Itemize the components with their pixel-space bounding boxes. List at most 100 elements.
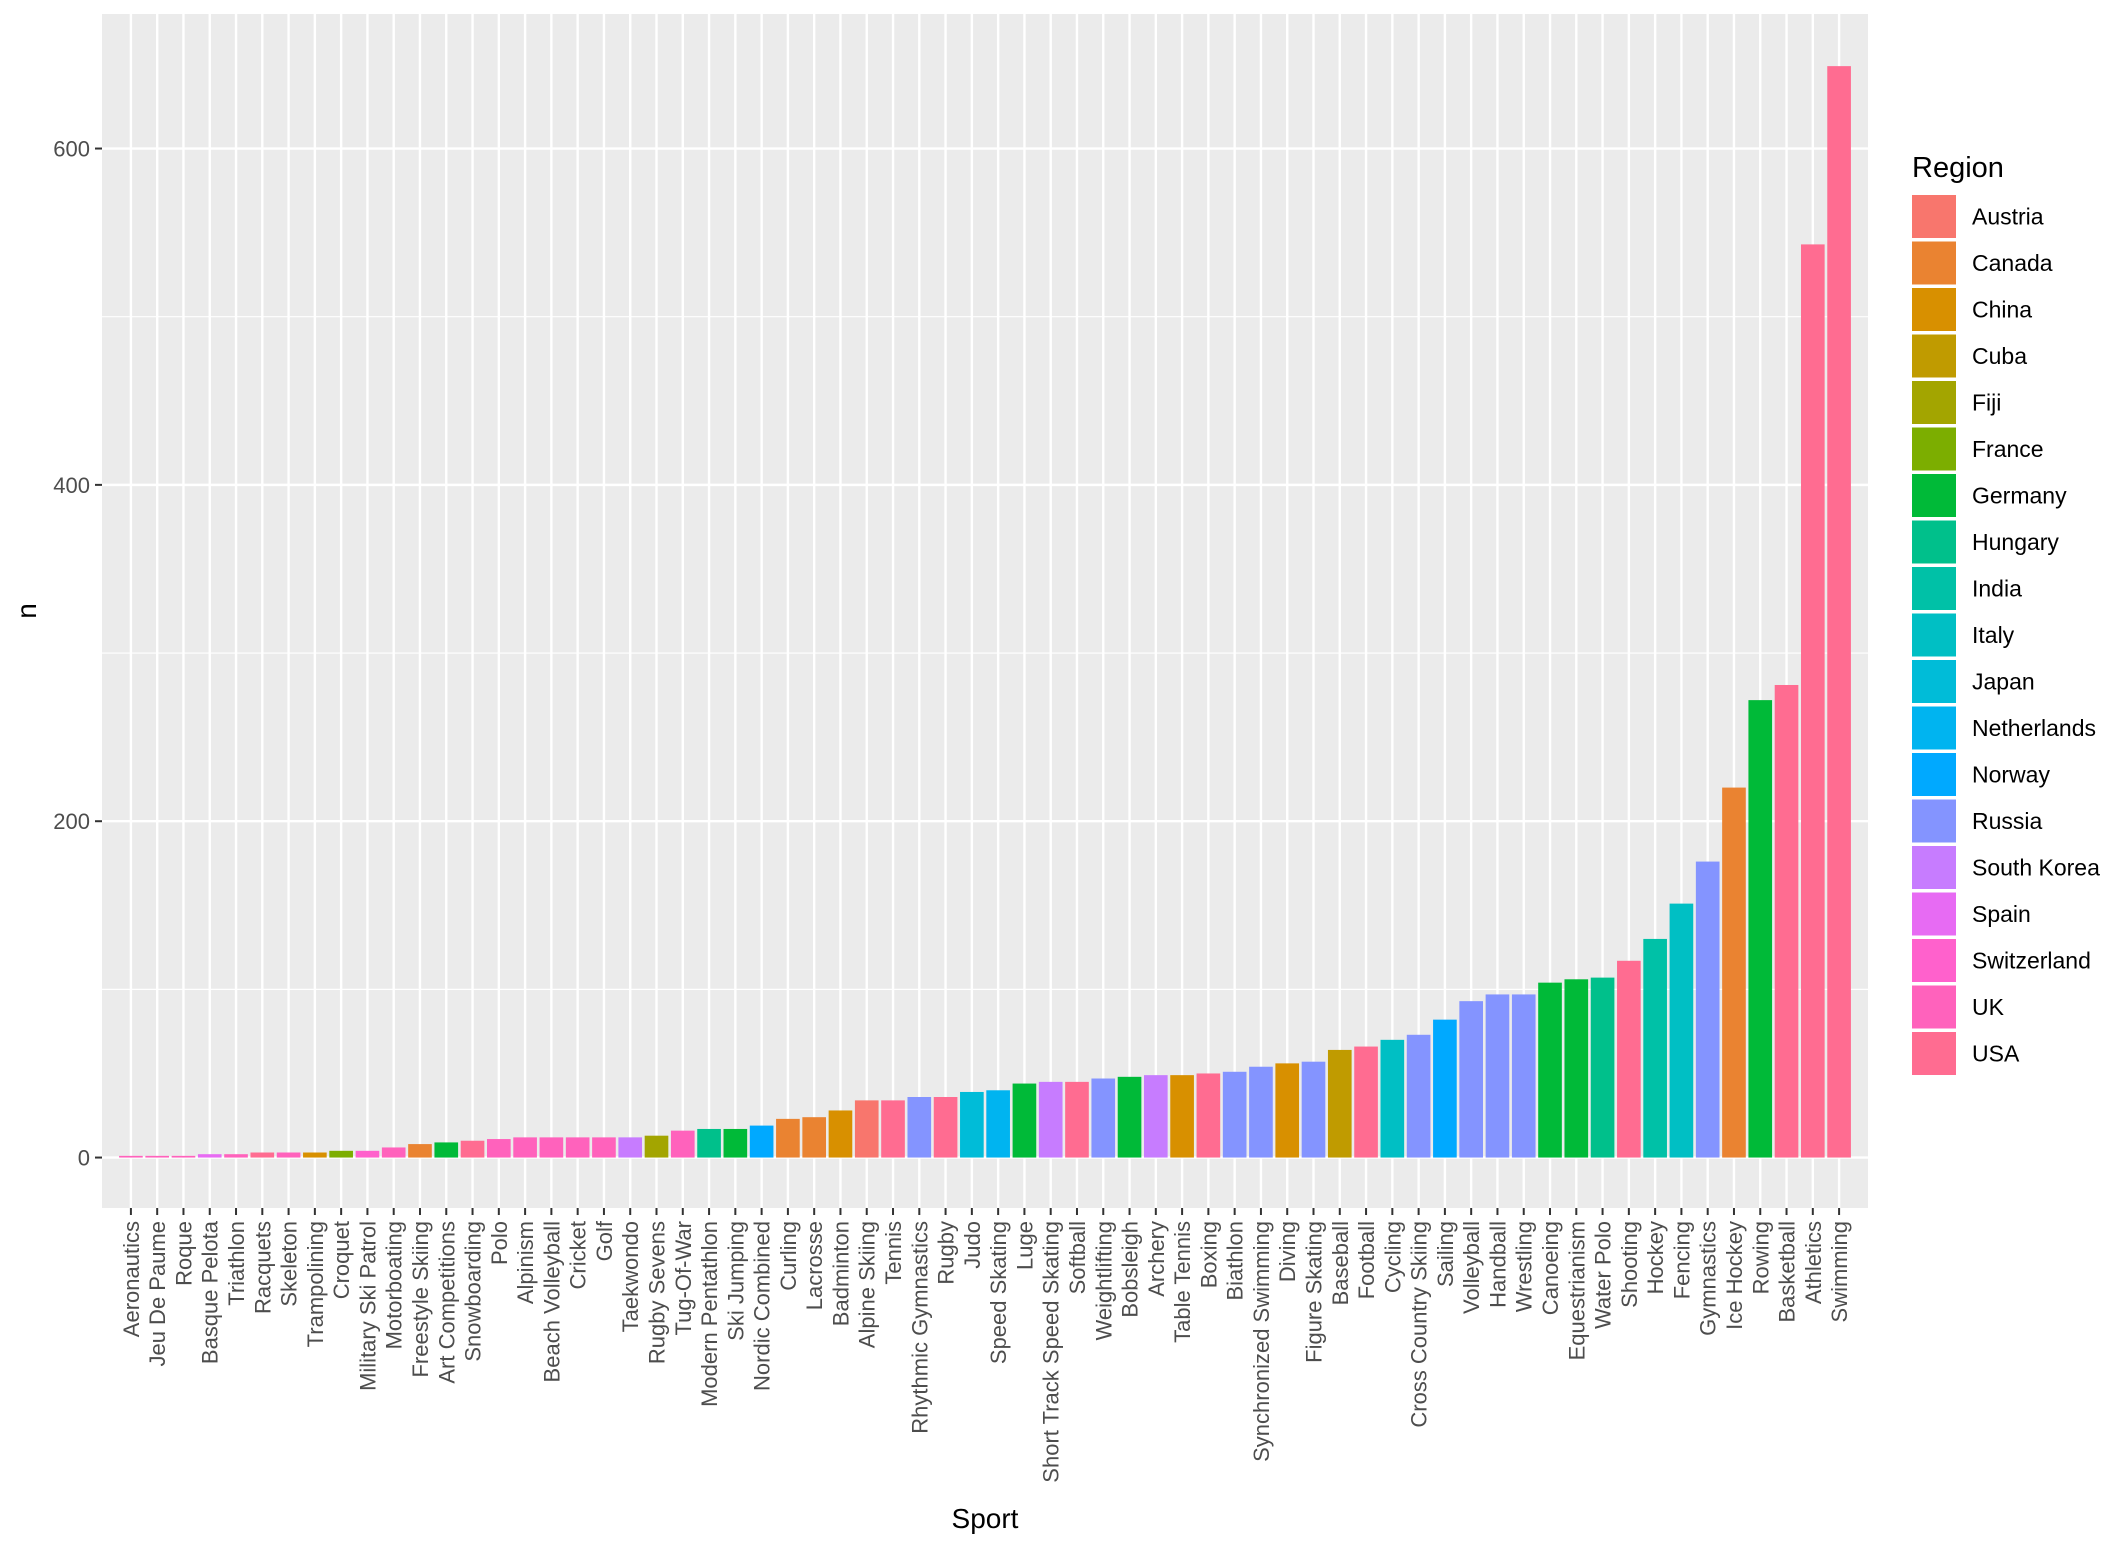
bar [592,1137,616,1158]
x-tick-label: Golf [592,1220,617,1261]
x-tick-label: Taekwondo [618,1221,643,1332]
x-tick-label: Handball [1485,1221,1510,1308]
legend-label: Netherlands [1972,715,2096,741]
x-tick-label: Canoeing [1538,1221,1563,1315]
x-tick-label: Polo [487,1221,512,1265]
bar [565,1137,590,1158]
legend-label: India [1972,576,2022,602]
x-tick-label: Jeu De Paume [145,1221,170,1367]
bar [854,1100,879,1158]
x-tick-label: Art Competitions [434,1221,459,1384]
bar [644,1135,669,1158]
x-tick-label: Military Ski Patrol [355,1221,380,1391]
bar [303,1152,327,1158]
legend-label: Russia [1972,808,2043,834]
x-tick-label: Ski Jumping [723,1221,748,1341]
x-tick-label: Tug-Of-War [671,1221,696,1335]
x-tick-label: Badminton [828,1221,853,1326]
x-tick-label: Roque [171,1221,196,1286]
x-tick-label: Motorboating [382,1221,407,1349]
bar [723,1128,748,1158]
bar [1617,960,1641,1158]
bar [119,1155,143,1158]
bar [1406,1034,1431,1158]
x-tick-label: Judo [960,1221,985,1269]
bar [960,1091,984,1158]
bar [1327,1049,1352,1158]
legend-label: Italy [1972,622,2015,648]
x-tick-label: Diving [1275,1221,1300,1282]
x-tick-label: Baseball [1328,1221,1353,1305]
bar [1275,1063,1300,1158]
legend-title: Region [1912,152,2004,184]
bar [670,1130,695,1158]
bar-layer [119,66,1851,1158]
bar [1380,1039,1405,1158]
x-tick-label: Synchronized Swimming [1249,1221,1274,1462]
x-tick-label: Cycling [1380,1221,1405,1293]
bar [224,1154,248,1158]
y-tick-label: 200 [53,809,90,834]
x-tick-label: Rowing [1748,1221,1773,1294]
legend-label: Austria [1972,204,2044,230]
bar [1669,903,1694,1158]
legend: Region Austria Canada China Cuba Fiji France G… [1912,152,2100,1075]
bar [697,1128,721,1158]
legend-key [1912,613,1956,657]
y-tick-label: 400 [53,473,90,498]
legend-label: Canada [1972,250,2053,276]
x-tick-label: Cross Country Skiing [1407,1221,1432,1428]
bar [355,1150,380,1158]
bar [933,1097,958,1158]
bar [881,1100,905,1158]
y-tick-label: 600 [53,137,90,162]
x-tick-label: Croquet [329,1221,354,1299]
x-tick-label: Basketball [1775,1221,1800,1323]
x-tick-label: Alpinism [513,1221,538,1304]
bar [1827,66,1851,1158]
bar [1695,861,1720,1158]
x-tick-label: Bobsleigh [1118,1221,1143,1318]
x-tick-label: Racquets [250,1221,275,1314]
legend-key [1912,288,1956,331]
legend-label: USA [1972,1041,2020,1067]
legend-label: Hungary [1972,529,2059,555]
bar [486,1139,511,1158]
x-tick-label: Trampolining [303,1221,328,1347]
bar [749,1125,774,1158]
legend-key [1912,799,1956,843]
legend-key [1912,334,1956,378]
bar [197,1154,222,1158]
legend-key [1912,241,1956,285]
legend-key [1912,706,1956,750]
legend-label: UK [1972,994,2005,1020]
x-tick-label: Football [1354,1221,1379,1299]
legend-label: South Korea [1972,855,2100,881]
legend-key [1912,846,1956,889]
legend-key [1912,381,1956,424]
x-tick-label: Gymnastics [1696,1221,1721,1336]
bar [1511,994,1536,1158]
bar [329,1150,353,1158]
legend-label: France [1972,436,2044,462]
legend-key [1912,427,1956,471]
bar [460,1140,485,1158]
legend-label: Fiji [1972,390,2001,416]
bar [1538,982,1562,1158]
legend-label: Japan [1972,669,2035,695]
x-tick-label: Shooting [1617,1221,1642,1308]
bar [1590,977,1615,1158]
legend-key [1912,520,1956,564]
bar [1038,1081,1063,1158]
bar [1433,1019,1457,1158]
x-tick-label: Table Tennis [1170,1221,1195,1343]
bar [1459,1001,1484,1158]
legend-key [1912,985,1956,1029]
bar [802,1117,827,1158]
x-tick-label: Water Polo [1591,1221,1616,1329]
bar [408,1144,432,1158]
x-tick-label: Nordic Combined [750,1221,775,1391]
